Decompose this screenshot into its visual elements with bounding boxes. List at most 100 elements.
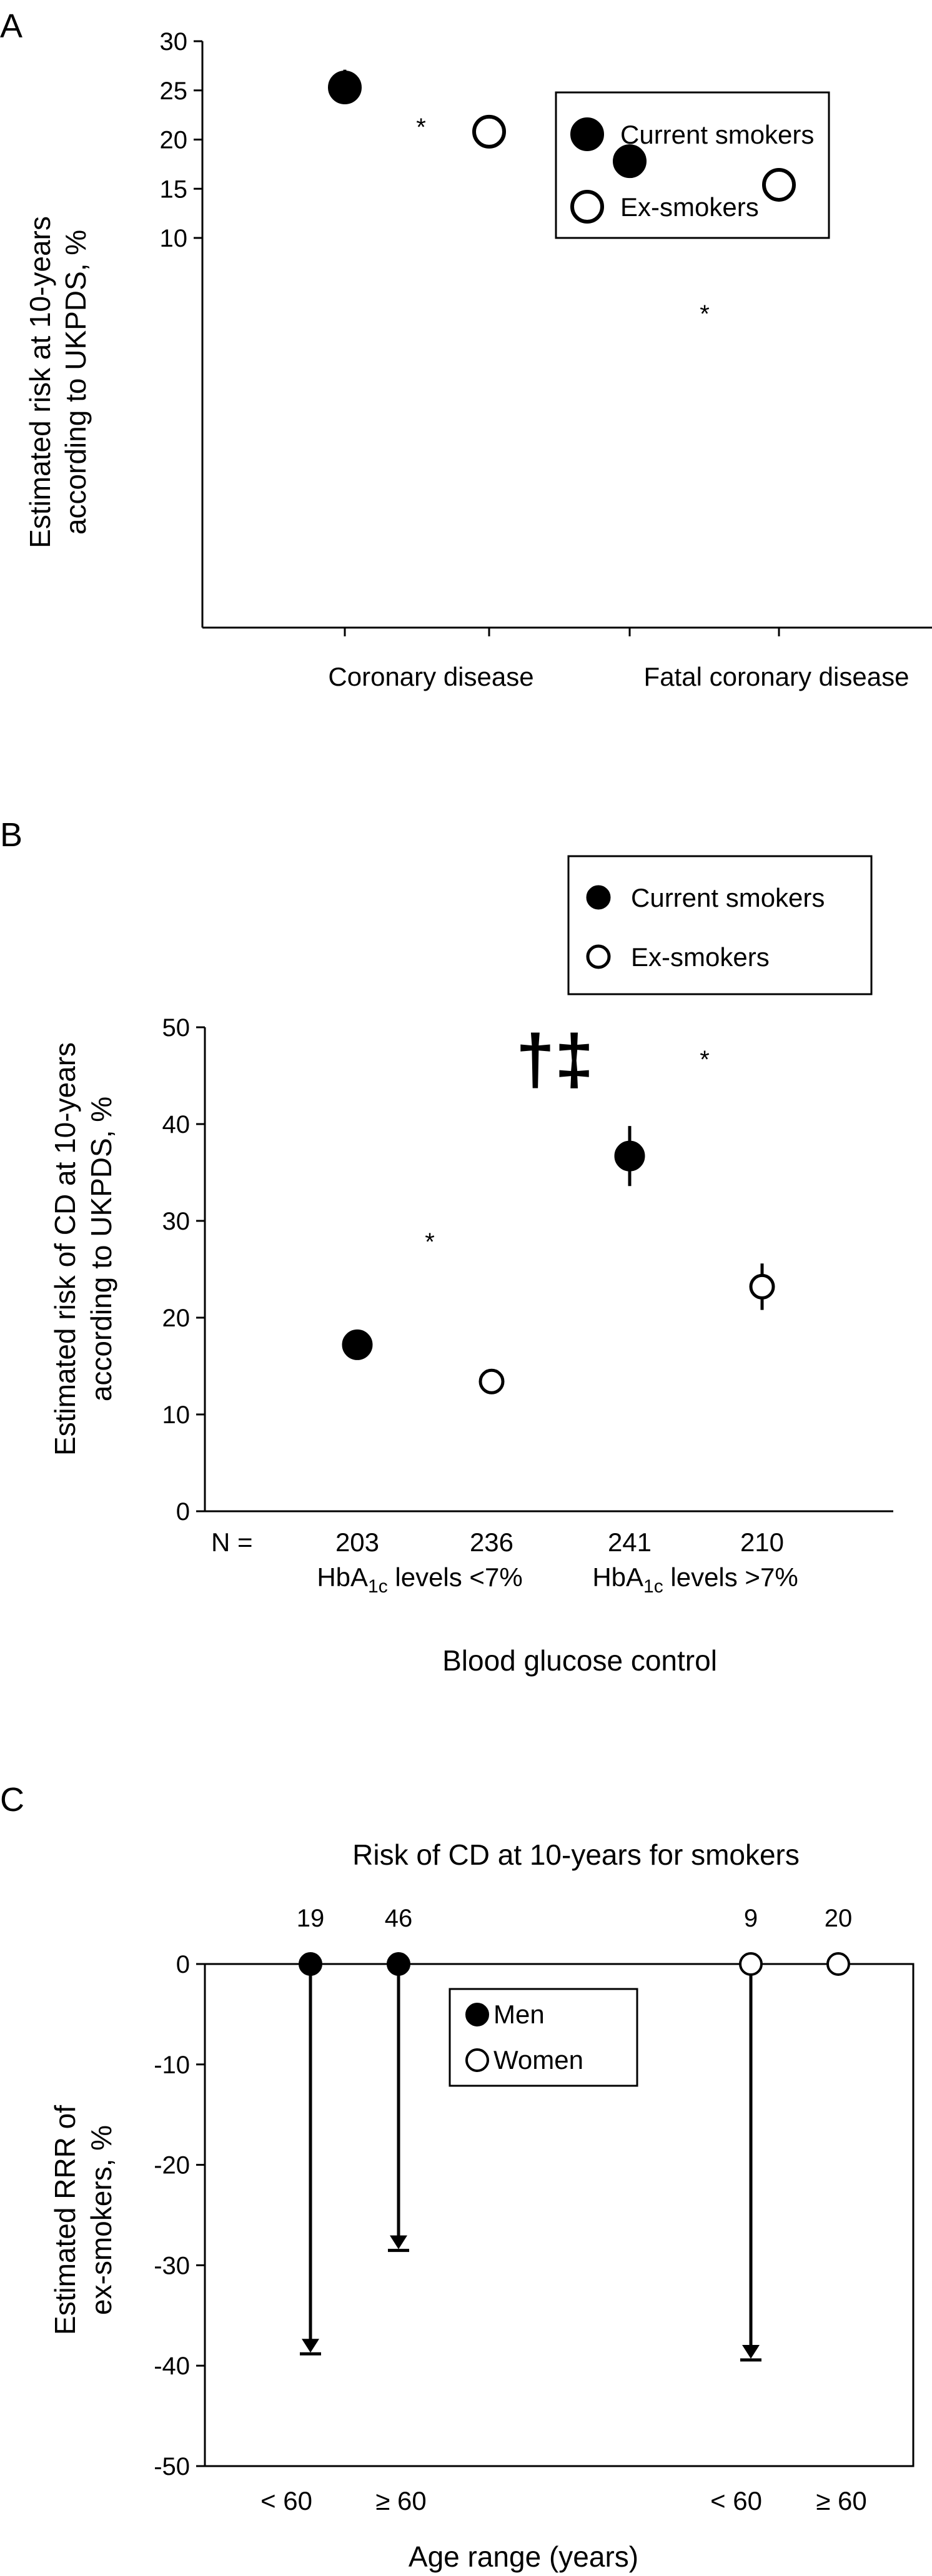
panel-c-letter: C [0,1781,24,1818]
panel-c-point-men [299,1952,322,1976]
panel-a-group-label-2: Fatal coronary disease [644,662,910,691]
panel-c-x-label: Age range (years) [409,2540,638,2573]
panel-c-n-label: 9 [744,1905,758,1932]
panel-b-x-label: Blood glucose control [442,1644,717,1677]
panel-c-age-label-men-60-plus: ≥ 60 [375,2486,426,2515]
panel-b-group-label-2-prefix: HbA [592,1562,643,1592]
panel-c-n-label: 19 [297,1905,325,1932]
panel-c-n-label: 20 [825,1905,853,1932]
panel-c-plot-frame [204,1963,915,2467]
panel-a-legend: Current smokers Ex-smokers [555,91,830,239]
panel-a-group-label-1: Coronary disease [328,662,533,691]
panel-a-annotation-2: * [700,300,710,328]
panel-b-group-label-2-subscript: 1c [643,1576,663,1597]
panel-c-legend-marker-women [465,2048,489,2072]
panel-b-annotation-2: * [700,1046,710,1073]
panel-a-y-label-line-1: Estimated risk at 10-years [24,216,56,548]
panel-b: B 0 10 20 30 40 50 Estimated risk of CD at 10… [0,816,893,1677]
panel-b-annotation-1: * [425,1228,435,1256]
panel-c-age-label-women-60-plus: ≥ 60 [816,2486,866,2515]
panel-c-legend-label-women: Women [493,2045,583,2075]
panel-c-rrr-arrowhead [390,2235,407,2249]
panel-b-y-tick-label: 30 [162,1208,191,1235]
panel-c-n-label: 46 [385,1905,413,1932]
panel-c-point-women [739,1952,763,1976]
panel-c-legend-marker-men [465,2003,489,2026]
panel-b-y-tick-label: 50 [162,1014,191,1042]
panel-a-legend-marker-ex [570,190,604,224]
panel-b-point-current-smokers [342,1329,373,1360]
panel-b-letter: B [0,816,22,854]
panel-c-age-label-men-under-60: < 60 [260,2486,312,2515]
panel-c-y-tick-label: -40 [154,2352,190,2380]
panel-a-letter: A [0,7,22,45]
panel-a-point-ex-smokers [762,167,796,202]
panel-c-y-tick-label: -10 [154,2051,190,2079]
panel-a-y-tick-label: 30 [160,28,188,56]
panel-b-group-label-2: HbA1c levels >7% [592,1562,798,1597]
panel-b-legend-marker-ex [586,944,611,969]
panel-c-legend-label-men: Men [493,2000,545,2029]
panel-b-point-ex-smokers [749,1273,775,1300]
panel-b-group-label-2-suffix: levels >7% [663,1562,798,1592]
panel-b-n-value: 203 [335,1527,379,1557]
panel-c-rrr-arrowhead [742,2344,760,2359]
panel-c-age-label-women-under-60: < 60 [710,2486,762,2515]
panel-b-n-value: 236 [470,1527,513,1557]
panel-a-y-tick-label: 10 [160,225,188,252]
panel-c-y-axis: 0 -10 -20 -30 -40 -50 [154,1951,206,2480]
panel-a-legend-box [555,91,830,239]
panel-c-marks: 19 46 9 20 [297,1905,853,2362]
panel-c-legend: Men Women [449,1988,638,2087]
panel-c: C Risk of CD at 10-years for smokers 0 -1… [0,1781,915,2573]
panel-c-point-men [387,1952,410,1976]
panel-a-legend-label-ex: Ex-smokers [620,192,759,222]
panel-b-legend-label-current: Current smokers [631,883,825,912]
panel-b-legend-label-ex: Ex-smokers [631,942,770,972]
panel-b-annotation-daggers: †‡ [516,1020,594,1098]
panel-b-marks [205,1126,893,1513]
panel-a-legend-marker-current [570,117,604,151]
panel-b-point-current-smokers [614,1140,645,1172]
panel-a-legend-label-current: Current smokers [620,120,814,149]
panel-b-n-label: N = [211,1527,253,1557]
panel-b-y-axis: 0 10 20 30 40 50 [162,1014,206,1526]
panel-c-y-tick-label: -20 [154,2152,190,2179]
panel-b-group-label-1-prefix: HbA [317,1562,368,1592]
panel-a-point-current-smokers [328,71,362,105]
panel-a-marks [201,69,932,636]
panel-c-title: Risk of CD at 10-years for smokers [352,1838,800,1871]
panel-c-y-tick-label: -30 [154,2252,190,2279]
panel-c-point-women [826,1952,850,1976]
panel-b-group-label-1-suffix: levels <7% [388,1562,523,1592]
panel-b-point-ex-smokers [478,1368,505,1394]
panel-b-y-tick-label: 10 [162,1401,191,1429]
panel-b-n-value: 241 [608,1527,652,1557]
panel-a-y-tick-label: 25 [160,77,188,105]
panel-b-group-label-1: HbA1c levels <7% [317,1562,522,1597]
panel-a-y-label-line-2: according to UKPDS, % [59,230,92,535]
panel-b-y-tick-label: 0 [176,1498,190,1526]
panel-c-y-label-line-1: Estimated RRR of [49,2105,81,2335]
panel-b-group-label-1-subscript: 1c [368,1576,388,1597]
panel-c-y-label-line-2: ex-smokers, % [85,2125,117,2315]
panel-a-y-tick-label: 20 [160,127,188,154]
panel-b-legend: Current smokers Ex-smokers [567,855,873,995]
panel-b-y-label-line-2: according to UKPDS, % [85,1097,117,1401]
panel-a-point-ex-smokers [472,114,506,149]
panel-a-point-current-smokers [613,144,647,179]
panel-b-legend-marker-current [586,885,611,910]
panel-a-y-tick-label: 15 [160,175,188,203]
panel-b-y-tick-label: 40 [162,1111,191,1138]
panel-b-y-tick-label: 20 [162,1305,191,1332]
panel-b-n-value: 210 [740,1527,784,1557]
panel-a-y-axis: 10 15 20 25 30 [160,28,204,252]
panel-c-y-tick-label: -50 [154,2453,190,2480]
panel-b-legend-box [567,855,873,995]
panel-c-y-tick-label: 0 [176,1951,190,1978]
panel-c-rrr-arrowhead [302,2339,319,2353]
panel-a-annotation-1: * [416,114,426,141]
panel-b-y-label-line-1: Estimated risk of CD at 10-years [49,1042,81,1456]
